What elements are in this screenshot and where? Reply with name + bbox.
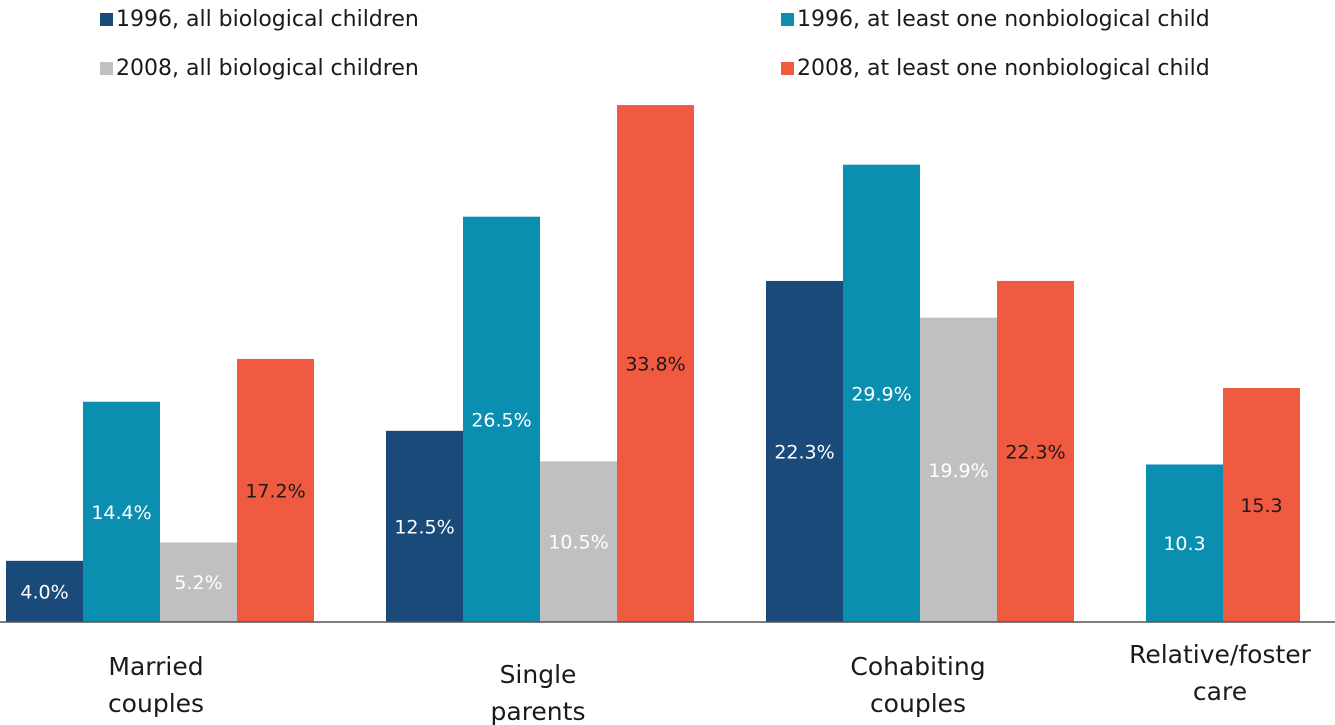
data-label: 10.5% <box>548 532 608 554</box>
legend-swatch <box>100 62 113 75</box>
data-label: 26.5% <box>471 409 531 431</box>
x-tick-label: Single <box>500 660 577 689</box>
bar <box>83 401 160 622</box>
category-labels: Married couples Single parents Cohabiting cou… <box>108 640 1312 725</box>
data-label: 19.9% <box>928 460 988 482</box>
x-tick-label: couples <box>108 689 204 718</box>
bar <box>766 280 843 622</box>
data-label: 22.3% <box>774 441 834 463</box>
bar <box>160 542 237 622</box>
x-tick-label: Cohabiting <box>850 652 985 681</box>
data-label: 5.2% <box>174 572 222 594</box>
value-labels: 4.0% 14.4% 5.2% 17.2% 12.5% 26.5% 10.5% 33.8% 22… <box>20 354 1282 604</box>
bar <box>6 560 83 622</box>
bar <box>617 105 694 622</box>
data-label: 22.3% <box>1005 441 1065 463</box>
bar <box>386 430 463 622</box>
x-tick-label: Married <box>108 652 203 681</box>
bar <box>463 216 540 623</box>
legend-label: 1996, at least one nonbiological child <box>797 7 1210 32</box>
legend-swatch <box>781 13 794 26</box>
legend-label: 2008, all biological children <box>116 56 419 81</box>
data-label: 33.8% <box>625 354 685 376</box>
data-label: 14.4% <box>91 502 151 524</box>
legend: 1996, all biological children 1996, at le… <box>100 7 1210 81</box>
bar <box>997 280 1074 622</box>
bars <box>6 105 1300 623</box>
legend-swatch <box>781 62 794 75</box>
bar <box>1223 388 1300 622</box>
data-label: 17.2% <box>245 480 305 502</box>
x-tick-label: Relative/foster <box>1129 640 1312 669</box>
legend-label: 2008, at least one nonbiological child <box>797 56 1210 81</box>
bar <box>843 164 920 623</box>
x-tick-label: couples <box>870 689 966 718</box>
bar <box>540 461 617 622</box>
data-label: 15.3 <box>1240 495 1282 517</box>
data-label: 10.3 <box>1163 533 1205 555</box>
data-label: 4.0% <box>20 581 68 603</box>
x-tick-label: parents <box>491 697 586 725</box>
bar <box>920 317 997 622</box>
bar <box>237 358 314 622</box>
x-tick-label: care <box>1193 677 1247 706</box>
data-label: 29.9% <box>851 383 911 405</box>
data-label: 12.5% <box>394 516 454 538</box>
legend-swatch <box>100 13 113 26</box>
bar <box>1146 464 1223 622</box>
legend-label: 1996, all biological children <box>116 7 419 32</box>
